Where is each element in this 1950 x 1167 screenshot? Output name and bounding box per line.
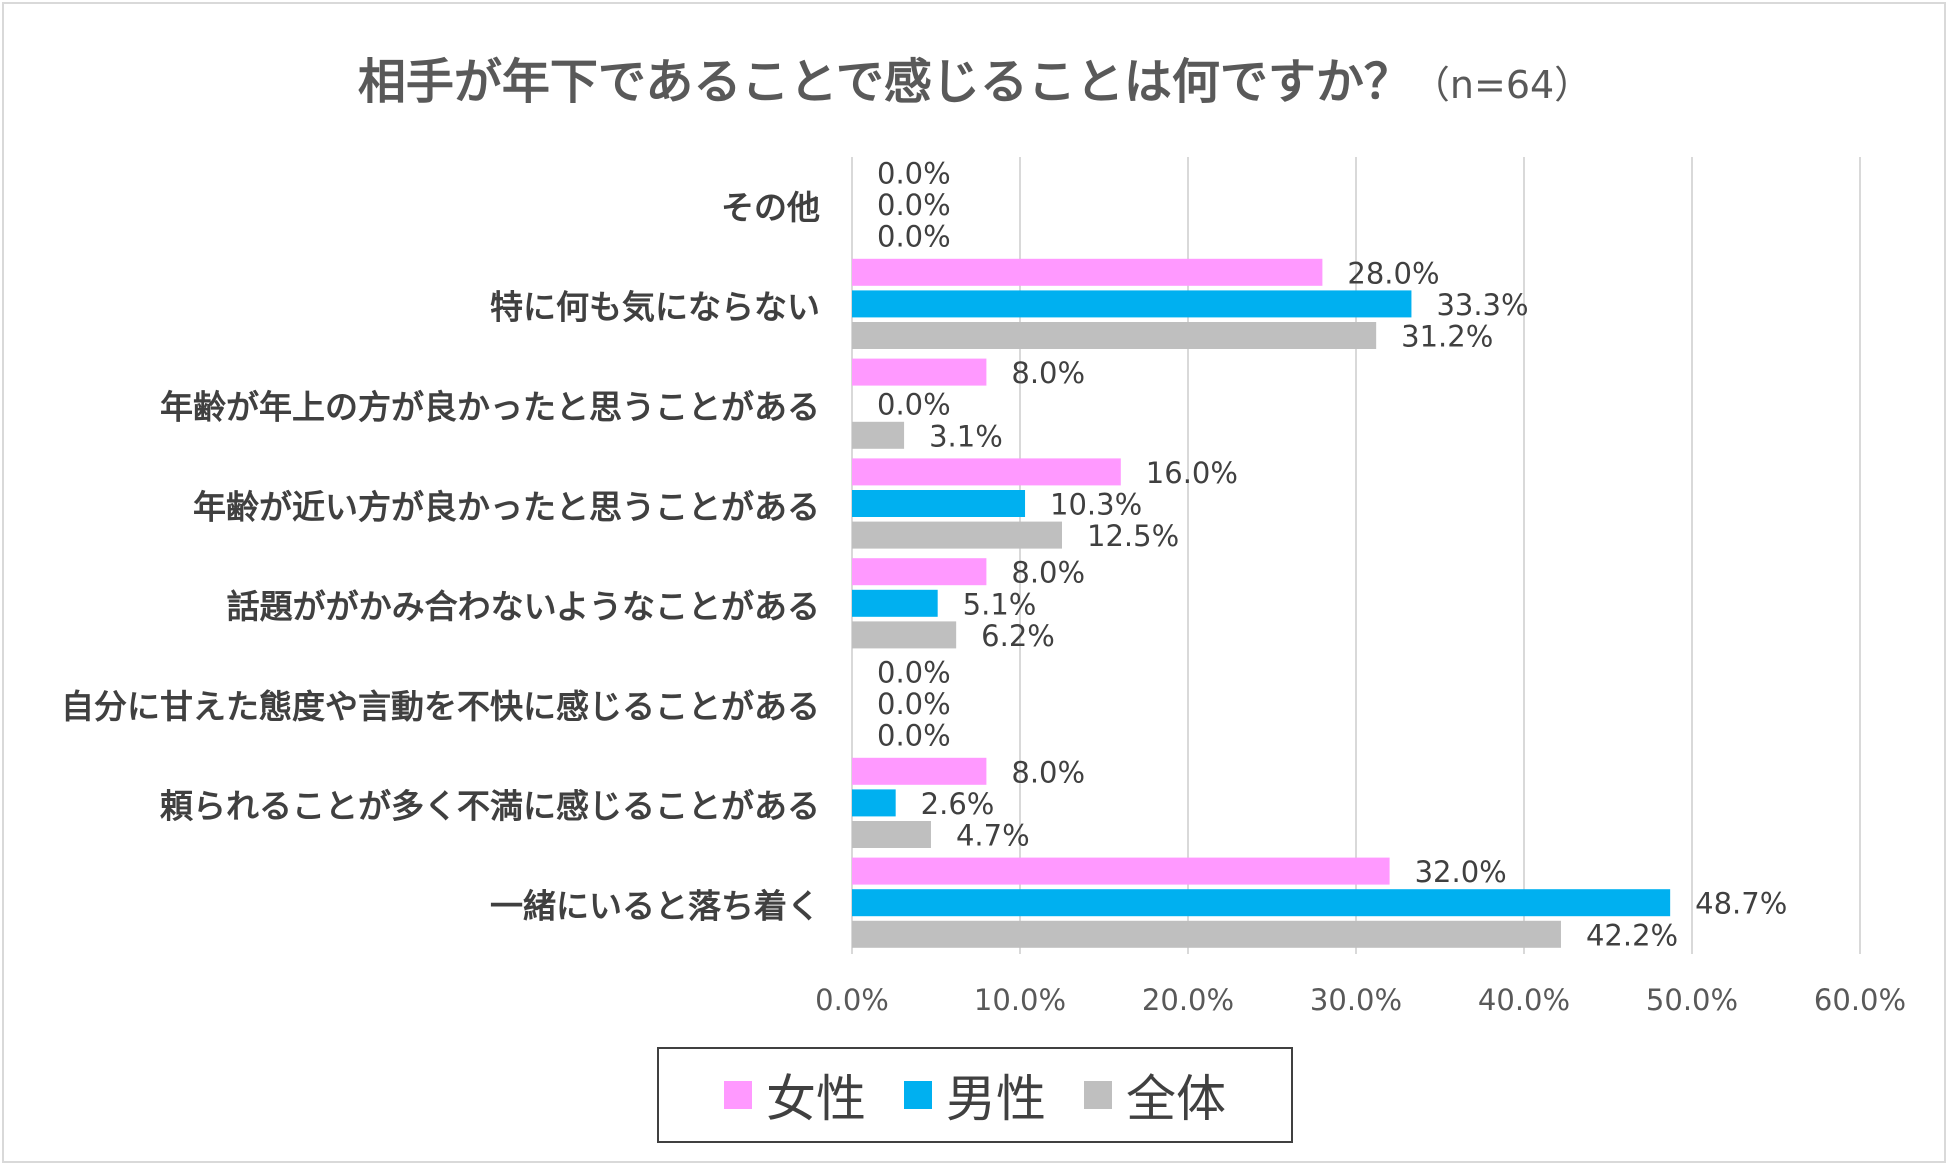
data-label-female: 8.0%: [1011, 755, 1085, 789]
legend: 女性 男性 全体: [657, 1047, 1293, 1143]
data-label-total: 12.5%: [1087, 519, 1179, 553]
bar-total: [852, 821, 931, 848]
category-labels: その他特に何も気にならない年齢が年上の方が良かったと思うことがある年齢が近い方が…: [61, 188, 820, 926]
bar-female: [852, 757, 987, 785]
data-label-total: 31.2%: [1401, 320, 1493, 354]
data-label-male: 5.1%: [963, 587, 1037, 621]
data-label-male: 33.3%: [1436, 288, 1528, 322]
category-label: 特に何も気にならない: [490, 288, 820, 327]
legend-item-male: 男性: [904, 1059, 1046, 1131]
bar-total: [852, 421, 905, 449]
bar-female: [852, 558, 987, 586]
data-label-female: 8.0%: [1011, 556, 1085, 590]
data-label-female: 0.0%: [877, 656, 951, 690]
category-label: 自分に甘えた態度や言動を不快に感じることがある: [61, 687, 820, 726]
gridlines: [851, 157, 1861, 954]
x-tick-label: 30.0%: [1310, 983, 1402, 1017]
data-label-total: 3.1%: [929, 419, 1003, 453]
data-label-total: 42.2%: [1586, 918, 1678, 952]
x-axis-ticks: 0.0% 10.0% 20.0% 30.0% 40.0% 50.0% 60.0%: [815, 983, 1906, 1017]
category-label: 一緒にいると落ち着く: [490, 887, 820, 926]
category-label: 頼られることが多く不満に感じることがある: [160, 787, 820, 826]
legend-item-female: 女性: [724, 1059, 866, 1131]
bar-total: [852, 322, 1377, 349]
data-label-female: 8.0%: [1011, 356, 1085, 390]
x-tick-label: 50.0%: [1646, 983, 1738, 1017]
legend-label-total: 全体: [1126, 1070, 1226, 1128]
data-label-male: 0.0%: [877, 188, 951, 222]
data-label-male: 0.0%: [877, 687, 951, 721]
chart-subtitle: （n=64）: [1411, 63, 1593, 107]
chart-title: 相手が年下であることで感じることは何ですか？（n=64）: [0, 42, 1950, 112]
data-label-total: 0.0%: [877, 719, 951, 753]
data-label-female: 0.0%: [877, 157, 951, 191]
data-label-male: 2.6%: [921, 787, 995, 821]
chart-title-main: 相手が年下であることで感じることは何ですか？: [357, 54, 1412, 110]
bar-male: [852, 589, 938, 617]
bar-male: [852, 889, 1671, 917]
x-tick-label: 60.0%: [1814, 983, 1906, 1017]
bar-total: [852, 920, 1561, 948]
bar-female: [852, 358, 987, 386]
bar-female: [852, 458, 1121, 486]
bar-total: [852, 521, 1062, 549]
data-label-male: 48.7%: [1695, 887, 1787, 921]
category-label: 年齢が近い方が良かったと思うことがある: [193, 487, 820, 526]
x-tick-label: 0.0%: [815, 983, 889, 1017]
category-label: その他: [721, 188, 820, 227]
data-labels: 0.0%0.0%0.0%28.0%33.3%31.2%8.0%0.0%3.1%1…: [877, 157, 1787, 953]
category-label: 話題ががかみ合わないようなことがある: [227, 587, 820, 626]
data-label-female: 16.0%: [1146, 456, 1238, 490]
legend-label-female: 女性: [766, 1070, 866, 1128]
legend-item-total: 全体: [1084, 1059, 1226, 1131]
bar-male: [852, 490, 1026, 517]
legend-swatch-male: [904, 1081, 932, 1109]
x-tick-label: 20.0%: [1142, 983, 1234, 1017]
data-label-total: 0.0%: [877, 220, 951, 254]
bar-female: [852, 258, 1323, 286]
category-label: 年齢が年上の方が良かったと思うことがある: [160, 388, 820, 427]
data-label-total: 4.7%: [956, 819, 1030, 853]
bar-male: [852, 789, 896, 817]
data-label-female: 28.0%: [1347, 256, 1439, 290]
bar-total: [852, 621, 957, 649]
data-label-male: 0.0%: [877, 388, 951, 422]
legend-label-male: 男性: [946, 1070, 1046, 1128]
x-tick-label: 40.0%: [1478, 983, 1570, 1017]
bar-male: [852, 290, 1412, 318]
data-label-total: 6.2%: [981, 619, 1055, 653]
data-label-female: 32.0%: [1415, 855, 1507, 889]
bar-female: [852, 857, 1390, 885]
legend-swatch-total: [1084, 1081, 1112, 1109]
legend-swatch-female: [724, 1081, 752, 1109]
bars: [852, 258, 1671, 948]
x-tick-label: 10.0%: [974, 983, 1066, 1017]
data-label-male: 10.3%: [1050, 488, 1142, 522]
